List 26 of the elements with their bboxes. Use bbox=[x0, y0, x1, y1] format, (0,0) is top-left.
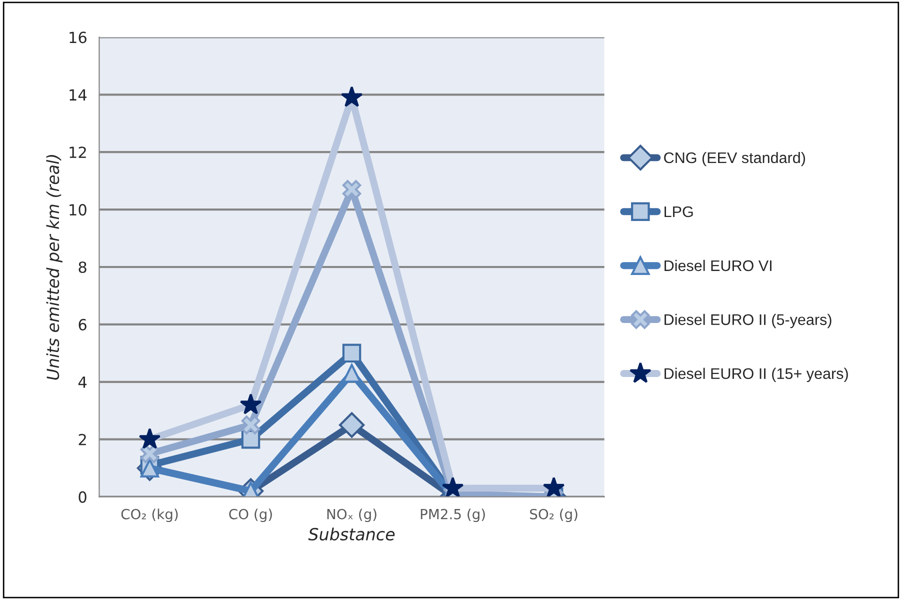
point bbox=[140, 444, 160, 464]
y-tick-label: 16 bbox=[70, 32, 86, 44]
legend-label: LPG bbox=[664, 206, 693, 218]
legend-label: CNG (EEV standard) bbox=[664, 152, 806, 166]
y-tick-label: 2 bbox=[78, 434, 86, 446]
point bbox=[338, 412, 365, 438]
y-tick-label: 12 bbox=[70, 146, 86, 158]
y-tick-label: 6 bbox=[78, 318, 86, 330]
y-tick-label: 8 bbox=[78, 261, 86, 274]
y-axis-title: Units emitted per km (real) bbox=[46, 155, 62, 380]
x-tick-label: CO₂ (kg) bbox=[121, 508, 178, 522]
point bbox=[241, 416, 260, 434]
legend-label: Diesel EURO II (5-years) bbox=[664, 314, 832, 328]
y-tick-label: 4 bbox=[78, 376, 87, 388]
point bbox=[342, 344, 362, 363]
y-tick-label: 0 bbox=[78, 491, 86, 503]
x-axis-title: Substance bbox=[308, 528, 395, 541]
x-tick-label: CO (g) bbox=[229, 508, 272, 522]
x-tick-label: NOₓ (g) bbox=[327, 508, 376, 522]
y-tick-label: 10 bbox=[70, 204, 86, 216]
legend-label: Diesel EURO II (15+ years) bbox=[664, 368, 848, 382]
legend-label: Diesel EURO VI bbox=[664, 260, 772, 272]
y-tick-label: 14 bbox=[70, 89, 87, 100]
x-tick-label: SO₂ (g) bbox=[530, 508, 578, 522]
x-tick-label: PM2.5 (g) bbox=[420, 508, 485, 522]
point bbox=[342, 180, 362, 199]
